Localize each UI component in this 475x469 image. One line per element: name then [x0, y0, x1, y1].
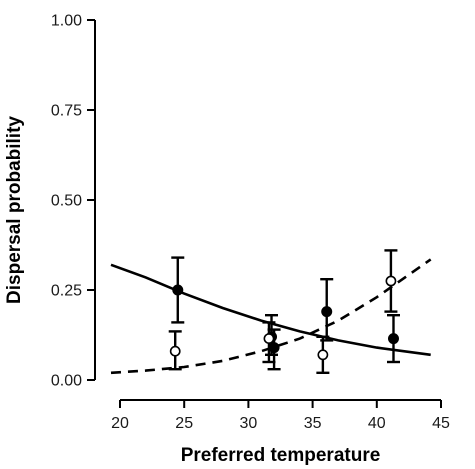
y-tick-label: 0.75	[51, 103, 82, 120]
y-tick-label: 0.25	[51, 283, 82, 300]
filled-circle-marker	[321, 306, 333, 318]
filled-point	[320, 278, 334, 342]
y-axis: 0.00 0.25 0.50 0.75 1.00	[51, 13, 96, 390]
x-axis: 20 25 30 35 40 45	[111, 399, 450, 432]
y-tick-label: 0.00	[51, 373, 82, 390]
y-tick-label: 0.50	[51, 193, 82, 210]
open-point	[168, 330, 182, 371]
fit-curve-dashed	[110, 258, 432, 375]
data-points	[168, 249, 400, 374]
filled-circle-marker	[268, 342, 280, 354]
y-tick-label: 1.00	[51, 13, 82, 30]
x-tick-label: 40	[368, 415, 386, 432]
open-circle-marker	[169, 345, 181, 357]
x-tick-label: 30	[240, 415, 258, 432]
open-point	[262, 321, 276, 364]
open-circle-marker	[263, 333, 275, 344]
x-tick-label: 25	[175, 415, 193, 432]
open-point	[316, 335, 330, 374]
open-circle-marker	[385, 275, 397, 287]
fit-curve-solid	[110, 263, 431, 357]
filled-point	[386, 314, 400, 364]
filled-circle-marker	[172, 284, 184, 296]
filled-point	[171, 256, 185, 324]
fit-lines	[110, 258, 432, 375]
filled-circle-marker	[387, 333, 399, 345]
x-tick-label: 35	[304, 415, 322, 432]
x-axis-title: Preferred temperature	[181, 445, 381, 466]
open-circle-marker	[317, 349, 329, 361]
x-tick-label: 45	[432, 415, 450, 432]
open-point	[384, 249, 398, 313]
x-tick-label: 20	[111, 415, 129, 432]
y-axis-title: Dispersal probability	[4, 116, 25, 304]
